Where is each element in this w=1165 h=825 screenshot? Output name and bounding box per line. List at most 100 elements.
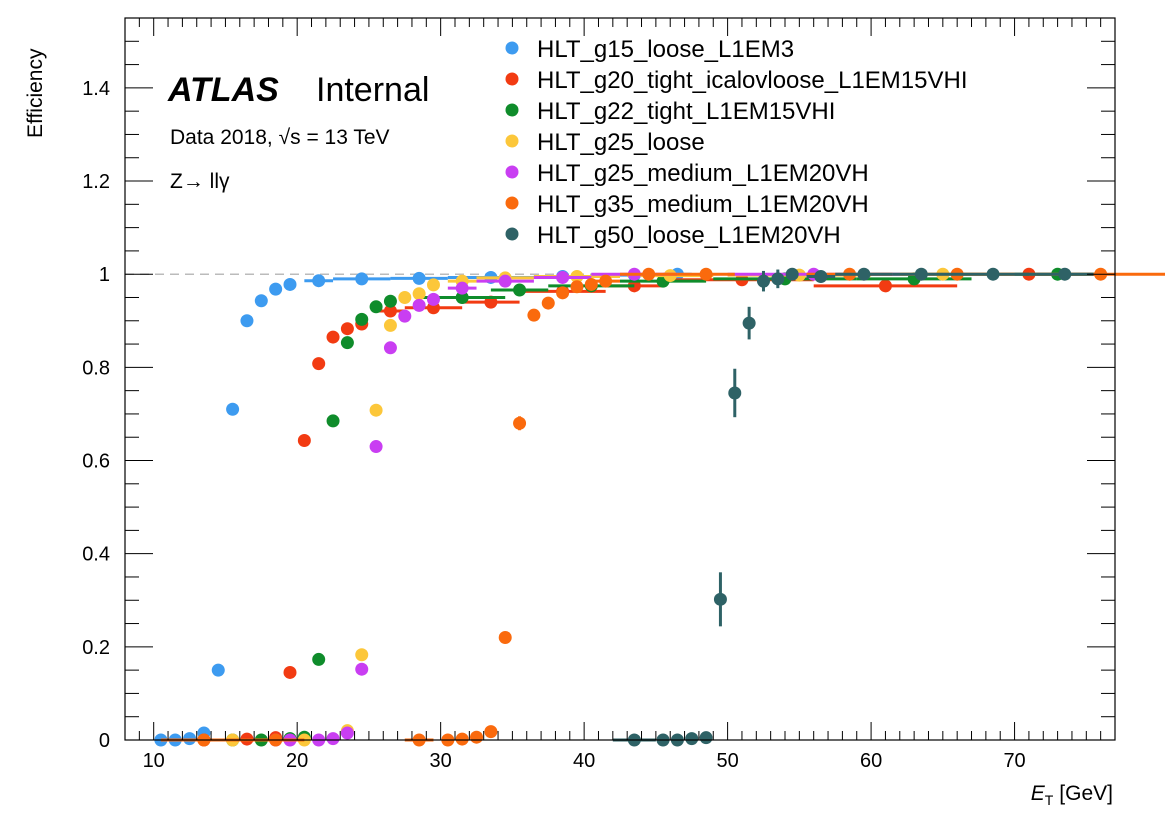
data-point [297, 433, 311, 447]
data-point [756, 274, 770, 288]
y-tick-label: 0.2 [82, 637, 110, 659]
data-point [412, 271, 426, 285]
data-point [527, 308, 541, 322]
axes-layer: 10 20 30 40 50 60 70 0 0.2 0.4 0.6 0.8 1 1.2 1.4 [82, 17, 1116, 772]
data-point [771, 272, 785, 286]
data-point [455, 732, 469, 746]
data-point [986, 267, 1000, 281]
y-axis-label: Efficiency [24, 48, 47, 138]
data-point [398, 290, 412, 304]
y-tick-label: 0.6 [82, 451, 110, 473]
dataset-label: Data 2018, √s = 13 TeV [170, 126, 390, 149]
data-point [470, 730, 484, 744]
x-axis-label-sub: T [1045, 792, 1054, 808]
legend-label: HLT_g25_loose [537, 129, 705, 156]
data-point [513, 283, 527, 297]
atlas-experiment-label: ATLAS [167, 71, 279, 109]
data-point [599, 274, 613, 288]
legend-label: HLT_g22_tight_L1EM15VHI [537, 98, 835, 125]
legend-label: HLT_g35_medium_L1EM20VH [537, 191, 869, 218]
data-point [326, 330, 340, 344]
x-axis-label: ET [GeV] [1031, 782, 1113, 808]
legend: HLT_g15_loose_L1EM3 HLT_g20_tight_icalovl… [505, 36, 968, 249]
data-point [254, 294, 268, 308]
data-point [398, 309, 412, 323]
data-point [383, 294, 397, 308]
data-point [312, 357, 326, 371]
y-tick-label: 1 [99, 264, 110, 286]
y-tick-label: 1.2 [82, 171, 110, 193]
data-point [369, 403, 383, 417]
data-point [1058, 267, 1072, 281]
data-point [283, 277, 297, 291]
data-point [340, 336, 354, 350]
data-point [455, 290, 469, 304]
data-point [556, 286, 570, 300]
y-tick-label: 0.4 [82, 544, 110, 566]
data-point [455, 281, 469, 295]
x-tick-label: 30 [430, 750, 452, 772]
data-point [269, 282, 283, 296]
y-tick-label: 0.8 [82, 357, 110, 379]
legend-label: HLT_g15_loose_L1EM3 [537, 36, 794, 63]
data-point [642, 267, 656, 281]
data-point [326, 414, 340, 428]
x-axis-label-main: E [1031, 782, 1046, 805]
data-point [355, 272, 369, 286]
data-point [742, 316, 756, 330]
data-point [326, 732, 340, 746]
x-axis-label-unit: [GeV] [1059, 782, 1113, 805]
data-point [211, 663, 225, 677]
x-tick-label: 60 [860, 750, 882, 772]
plot-frame [124, 17, 1116, 741]
x-tick-label: 10 [143, 750, 165, 772]
data-point [226, 402, 240, 416]
legend-marker [505, 227, 519, 241]
legend-label: HLT_g25_medium_L1EM20VH [537, 160, 869, 187]
data-point [383, 318, 397, 332]
data-point [340, 726, 354, 740]
data-point [355, 648, 369, 662]
data-point [340, 322, 354, 336]
data-point [699, 267, 713, 281]
x-tick-label: 40 [573, 750, 595, 772]
data-point [484, 725, 498, 739]
data-point [699, 731, 713, 745]
atlas-label: ATLAS Internal [167, 71, 429, 109]
data-point [541, 296, 555, 310]
data-point [785, 267, 799, 281]
data-point [728, 386, 742, 400]
x-tick-label: 50 [716, 750, 738, 772]
data-point [498, 274, 512, 288]
legend-marker [505, 134, 519, 148]
legend-marker [505, 41, 519, 55]
data-point [369, 300, 383, 314]
data-point [426, 278, 440, 292]
data-point [498, 631, 512, 645]
data-point [570, 280, 584, 294]
x-tick-label: 70 [1003, 750, 1025, 772]
legend-label: HLT_g20_tight_icalovloose_L1EM15VHI [537, 67, 968, 94]
legend-marker [505, 72, 519, 86]
data-point [412, 287, 426, 301]
data-point [814, 270, 828, 284]
legend-label: HLT_g50_loose_L1EM20VH [537, 222, 841, 249]
legend-marker [505, 196, 519, 210]
data-point [355, 312, 369, 326]
data-point [283, 665, 297, 679]
channel-label: Z→ llγ [170, 170, 230, 193]
data-point [240, 314, 254, 328]
data-point [878, 279, 892, 293]
legend-marker [505, 103, 519, 117]
data-point [383, 341, 397, 355]
atlas-status-label: Internal [316, 71, 429, 109]
data-point [914, 267, 928, 281]
data-point [383, 304, 397, 318]
legend-marker [505, 165, 519, 179]
data-point [312, 652, 326, 666]
x-tick-label: 20 [286, 750, 308, 772]
y-tick-label: 1.4 [82, 78, 110, 100]
data-point [355, 662, 369, 676]
